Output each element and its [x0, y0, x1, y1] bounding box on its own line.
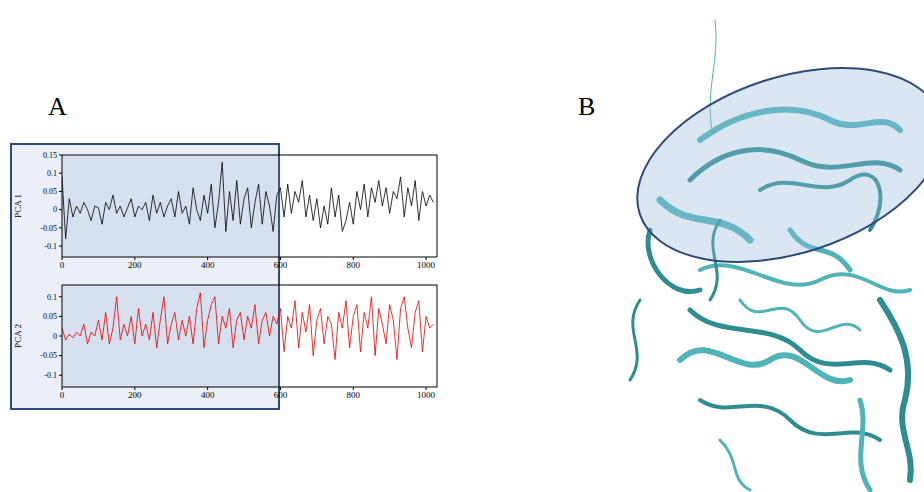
svg-text:0.1: 0.1 [47, 293, 57, 302]
html-text:A: A [48, 92, 67, 121]
svg-text:1000: 1000 [417, 390, 436, 400]
svg-text:400: 400 [201, 390, 215, 400]
svg-text:0: 0 [53, 332, 57, 341]
svg-text:-0.1: -0.1 [44, 371, 57, 380]
svg-text:0.1: 0.1 [47, 169, 57, 178]
svg-text:400: 400 [201, 260, 215, 270]
svg-text:0: 0 [60, 390, 65, 400]
svg-text:800: 800 [347, 390, 361, 400]
svg-text:800: 800 [347, 260, 361, 270]
svg-text:1000: 1000 [417, 260, 436, 270]
svg-text:-0.1: -0.1 [44, 242, 57, 251]
svg-text:600: 600 [274, 260, 288, 270]
svg-text:0.05: 0.05 [43, 312, 57, 321]
svg-text:0: 0 [53, 205, 57, 214]
html-text:B: B [578, 92, 596, 121]
svg-text:200: 200 [128, 260, 142, 270]
svg-text:0.15: 0.15 [43, 151, 57, 160]
svg-text:PCA 1: PCA 1 [13, 194, 23, 218]
svg-text:PCA 2: PCA 2 [13, 324, 23, 348]
svg-text:-0.05: -0.05 [40, 224, 57, 233]
svg-text:600: 600 [274, 390, 288, 400]
svg-text:0: 0 [60, 260, 65, 270]
svg-text:0.05: 0.05 [43, 187, 57, 196]
svg-text:-0.05: -0.05 [40, 351, 57, 360]
svg-text:200: 200 [128, 390, 142, 400]
